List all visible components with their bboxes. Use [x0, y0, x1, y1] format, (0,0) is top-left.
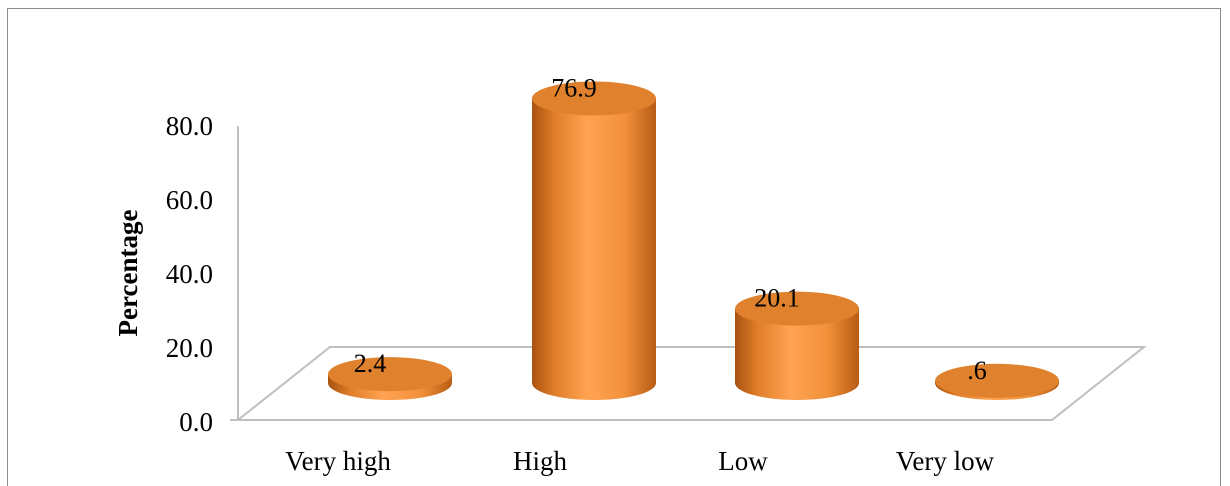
y-tick-label: 80.0	[166, 111, 213, 141]
bar-top	[328, 357, 452, 392]
data-label: 20.1	[754, 284, 800, 313]
x-category-label: Low	[718, 446, 768, 476]
data-label: 2.4	[354, 349, 387, 378]
x-category-label: Very low	[896, 446, 995, 476]
bar-top	[935, 363, 1059, 398]
y-tick-label: 0.0	[179, 407, 213, 437]
bar-high	[532, 81, 656, 400]
bar-very-high	[328, 357, 452, 400]
y-tick-label: 20.0	[166, 333, 213, 363]
bar-very-low	[935, 363, 1059, 400]
chart-floor	[235, 346, 1147, 421]
bar-low	[735, 291, 859, 400]
bar-top	[735, 291, 859, 326]
y-tick-label: 40.0	[166, 259, 213, 289]
x-category-label: High	[513, 446, 568, 476]
y-axis-title: Percentage	[113, 210, 143, 337]
bar-body	[532, 98, 656, 400]
bars-group: 2.4 76.9 20.1 .6	[328, 73, 1059, 400]
y-tick-label: 60.0	[166, 185, 213, 215]
bar-top	[532, 81, 656, 116]
data-label: 76.9	[551, 73, 597, 102]
data-label: .6	[967, 356, 987, 385]
bar-body	[735, 308, 859, 400]
x-category-label: Very high	[285, 446, 391, 476]
